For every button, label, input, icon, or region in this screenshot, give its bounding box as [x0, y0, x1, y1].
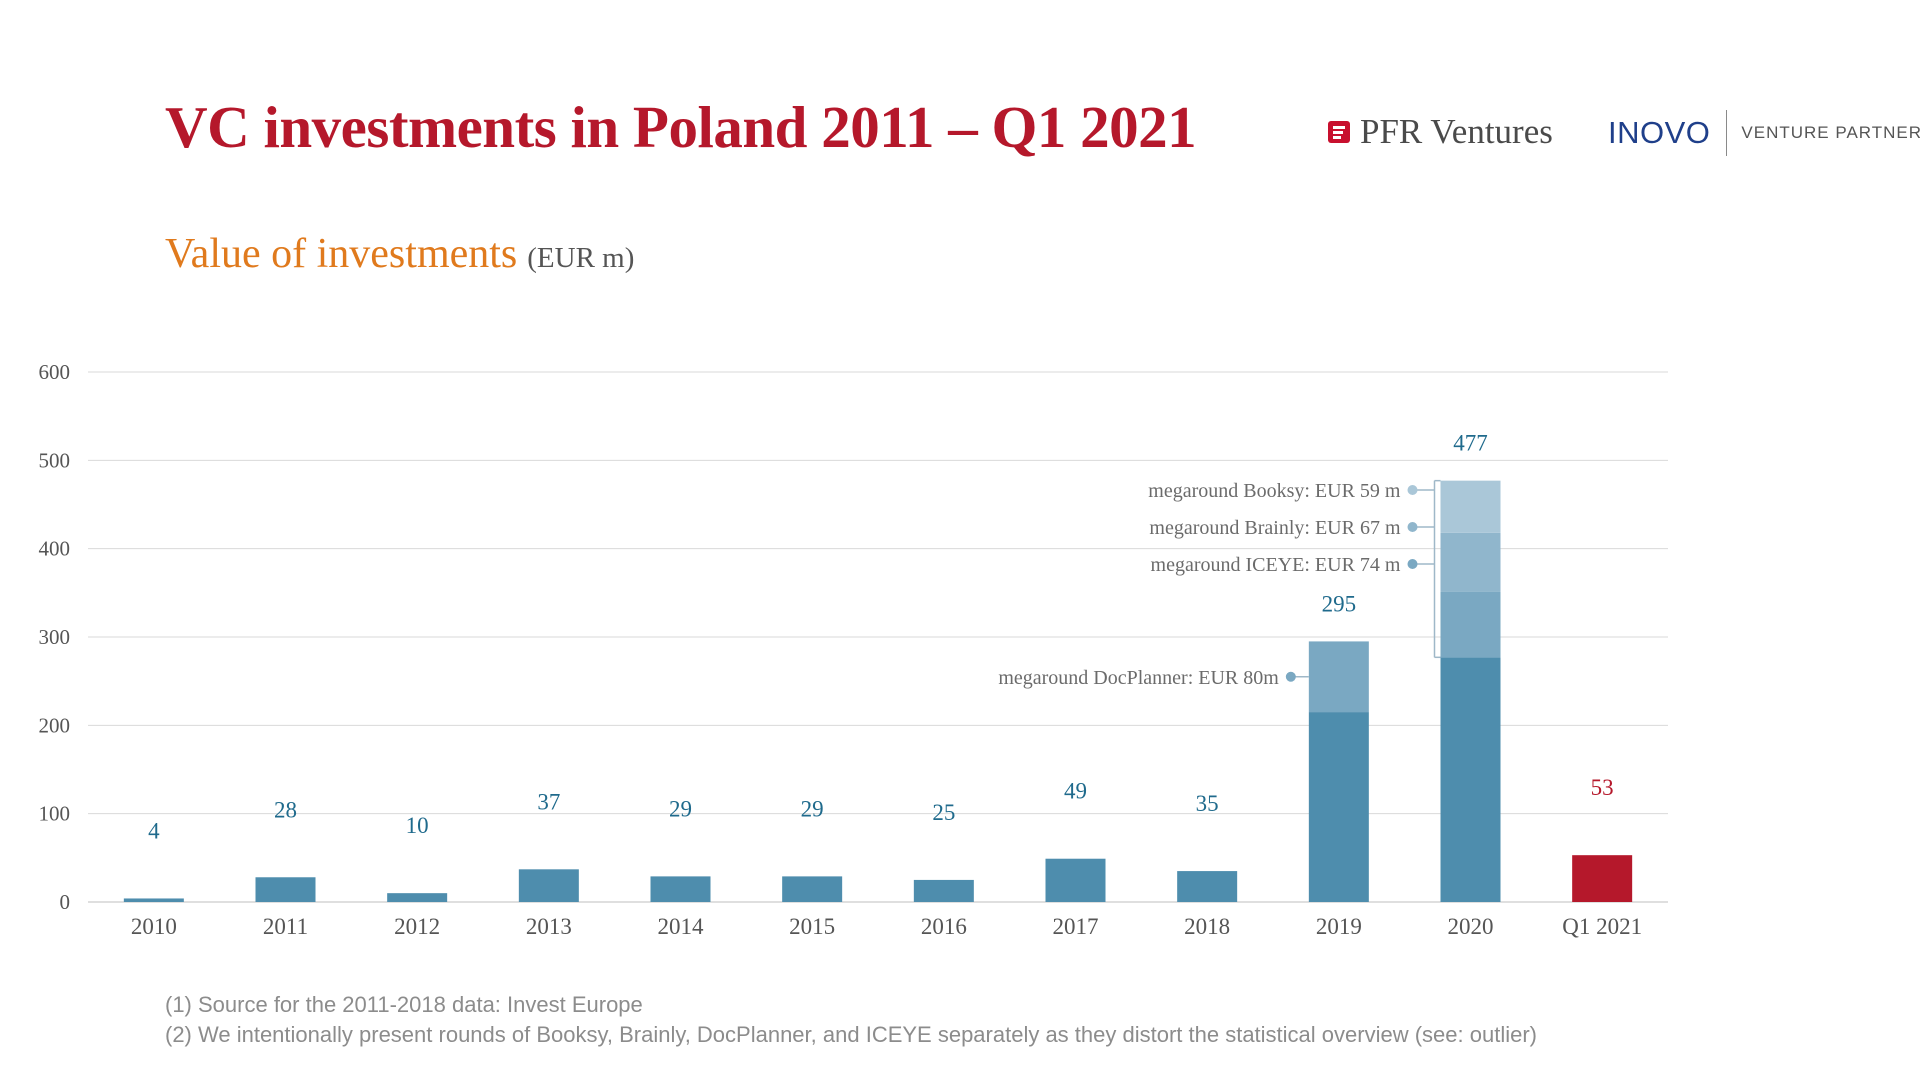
annotation-label: megaround Booksy: EUR 59 m	[1148, 480, 1401, 502]
x-tick-label: 2019	[1316, 914, 1362, 939]
x-tick-label: 2020	[1448, 914, 1494, 939]
annotation-dot	[1407, 559, 1418, 569]
pfr-logo-icon	[1328, 121, 1350, 143]
bar-segment	[387, 893, 448, 902]
page-title: VC investments in Poland 2011 – Q1 2021	[165, 94, 1197, 160]
data-label: 28	[274, 797, 297, 822]
footnote-2: (2) We intentionally present rounds of B…	[165, 1022, 1537, 1047]
data-label: 477	[1453, 431, 1488, 456]
y-tick-label: 600	[39, 360, 71, 384]
annotation-dot	[1285, 671, 1296, 682]
bar-segment	[1308, 712, 1369, 902]
annotation-label: megaround Brainly: EUR 67 m	[1149, 517, 1401, 539]
x-tick-label: 2011	[263, 914, 308, 939]
data-label: 25	[932, 800, 955, 825]
footnotes: (1) Source for the 2011-2018 data: Inves…	[165, 990, 1537, 1050]
x-tick-label: Q1 2021	[1562, 914, 1642, 939]
y-tick-label: 0	[60, 890, 71, 914]
bar-segment	[650, 876, 711, 902]
data-label: 49	[1064, 779, 1087, 804]
y-tick-label: 400	[39, 537, 71, 561]
bar-segment	[1177, 871, 1238, 902]
x-tick-label: 2013	[526, 914, 572, 939]
subtitle-unit: (EUR m)	[527, 242, 635, 274]
investment-bar-chart: 0 100 200 300 400 500 600 2010 4 2011 28 2012 10 2013…	[39, 360, 1668, 939]
bar-segment	[782, 876, 843, 902]
x-tick-label: 2014	[658, 914, 705, 939]
annotation-dot	[1407, 485, 1418, 495]
pfr-logo-text: PFR Ventures	[1360, 112, 1553, 151]
data-label: 29	[801, 796, 824, 821]
logo-separator	[1726, 110, 1728, 156]
y-tick-label: 100	[39, 802, 71, 826]
bar-segment	[1440, 532, 1501, 592]
pfr-ventures-logo: PFR Ventures	[1328, 112, 1553, 152]
inovo-logo-subtext: VENTURE PARTNERS	[1741, 123, 1920, 142]
x-tick-label: 2016	[921, 914, 967, 939]
data-label: 35	[1196, 791, 1219, 816]
annotation-dot	[1407, 522, 1418, 532]
data-label: 37	[537, 789, 560, 814]
x-tick-label: 2015	[789, 914, 835, 939]
data-label: 29	[669, 796, 692, 821]
bar-segment	[255, 877, 316, 902]
annotation-label: megaround ICEYE: EUR 74 m	[1151, 554, 1401, 576]
bar-segment	[1440, 657, 1501, 902]
footnote-1: (1) Source for the 2011-2018 data: Inves…	[165, 992, 643, 1017]
data-label: 10	[406, 813, 429, 838]
inovo-logo: INOVO VENTURE PARTNERS	[1608, 110, 1920, 156]
subtitle-text: Value of investments	[165, 231, 518, 277]
bar-segment	[1308, 641, 1369, 713]
bar-segment	[1440, 480, 1501, 533]
bar-segment	[1440, 591, 1501, 658]
x-tick-label: 2018	[1184, 914, 1230, 939]
bar-segment	[913, 879, 974, 902]
y-tick-label: 500	[39, 448, 71, 472]
x-tick-label: 2017	[1053, 914, 1099, 939]
x-tick-label: 2010	[131, 914, 177, 939]
bar-segment	[518, 869, 579, 902]
bar-segment	[123, 898, 184, 902]
y-tick-label: 300	[39, 625, 71, 649]
data-label: 4	[148, 818, 160, 843]
bar-segment	[1572, 855, 1633, 902]
bar-segment	[1045, 858, 1106, 902]
chart-subtitle: Value of investments (EUR m)	[165, 230, 634, 278]
data-label: 295	[1322, 591, 1357, 616]
y-tick-label: 200	[39, 713, 71, 737]
data-label: 53	[1591, 775, 1614, 800]
inovo-logo-text: INOVO	[1608, 115, 1711, 150]
annotation-docplanner: megaround DocPlanner: EUR 80m	[998, 667, 1279, 689]
x-tick-label: 2012	[394, 914, 440, 939]
